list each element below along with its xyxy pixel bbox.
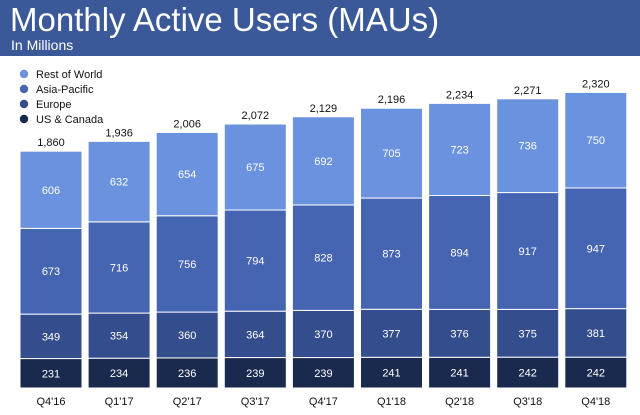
bar-segment xyxy=(155,215,219,313)
x-tick-label: Q3'18 xyxy=(513,396,542,408)
segment-value-label: 716 xyxy=(110,262,128,274)
x-tick-label: Q2'18 xyxy=(445,396,474,408)
bar-segment xyxy=(87,357,151,389)
legend-swatch xyxy=(19,99,29,109)
segment-value-label: 370 xyxy=(314,329,332,341)
segment-value-label: 673 xyxy=(42,266,60,278)
bar-segment xyxy=(428,308,492,358)
bar-segment xyxy=(155,131,219,217)
bar-segment xyxy=(19,313,83,360)
stacked-bar-chart: 231 349 673 606 1,860 Q4'16 234 354 716 632 1,936 Q… xyxy=(19,69,628,408)
bar-segment xyxy=(428,194,492,310)
x-tick-label: Q1'17 xyxy=(105,396,134,408)
legend-swatch xyxy=(19,84,29,94)
bar-segment xyxy=(223,123,287,211)
legend-swatch xyxy=(19,69,29,79)
legend-label: Asia-Pacific xyxy=(36,84,94,96)
bar-segment xyxy=(428,102,492,196)
segment-value-label: 947 xyxy=(587,243,605,255)
bar-segment xyxy=(564,187,628,310)
title-banner: Monthly Active Users (MAUs) In Millions xyxy=(0,0,640,56)
bar-total-label: 2,271 xyxy=(514,85,542,97)
segment-value-label: 723 xyxy=(450,144,468,156)
bar-segment xyxy=(360,107,423,199)
segment-value-label: 376 xyxy=(450,328,468,340)
segment-value-label: 675 xyxy=(246,162,264,174)
x-tick-label: Q4'17 xyxy=(309,396,338,408)
chart-title: Monthly Active Users (MAUs) xyxy=(10,1,440,38)
segment-value-label: 242 xyxy=(587,368,605,380)
segment-value-label: 364 xyxy=(246,329,264,341)
segment-value-label: 632 xyxy=(110,177,128,189)
segment-value-label: 239 xyxy=(246,368,264,380)
segment-value-label: 360 xyxy=(178,330,196,342)
bar-segment xyxy=(291,116,355,206)
bar-total-label: 2,006 xyxy=(173,118,201,130)
bar-segment xyxy=(291,309,355,359)
segment-value-label: 349 xyxy=(42,331,60,343)
bar-segment xyxy=(155,357,219,389)
segment-value-label: 377 xyxy=(382,328,400,340)
segment-value-label: 239 xyxy=(314,368,332,380)
legend-label: Rest of World xyxy=(36,69,102,81)
bar-segment xyxy=(223,357,287,389)
bar-total-label: 2,234 xyxy=(446,89,474,101)
segment-value-label: 231 xyxy=(42,368,60,380)
segment-value-label: 606 xyxy=(42,185,60,197)
x-tick-label: Q4'16 xyxy=(36,396,65,408)
bar-segment xyxy=(564,91,628,189)
chart-subtitle: In Millions xyxy=(11,37,74,53)
segment-value-label: 794 xyxy=(246,256,264,268)
segment-value-label: 705 xyxy=(382,148,400,160)
bar-segment xyxy=(428,356,492,389)
segment-value-label: 241 xyxy=(450,368,468,380)
segment-value-label: 354 xyxy=(110,331,128,343)
segment-value-label: 873 xyxy=(382,249,400,261)
x-tick-label: Q4'18 xyxy=(581,396,610,408)
legend: Rest of World Asia-Pacific Europe US & Cana… xyxy=(19,69,104,126)
segment-value-label: 750 xyxy=(587,135,605,147)
bar-total-label: 2,196 xyxy=(378,94,406,106)
bar-segment xyxy=(360,197,423,310)
bar-total-label: 2,320 xyxy=(582,78,610,90)
segment-value-label: 894 xyxy=(450,247,468,259)
segment-value-label: 692 xyxy=(314,156,332,168)
segment-value-label: 736 xyxy=(519,141,537,153)
bar-segment xyxy=(87,221,151,314)
bars-group: 231 349 673 606 1,860 Q4'16 234 354 716 632 1,936 Q… xyxy=(19,78,628,408)
legend-swatch xyxy=(19,114,29,124)
bar-segment xyxy=(360,356,423,389)
bar-segment xyxy=(19,358,83,389)
bar-segment xyxy=(155,311,219,359)
bar-total-label: 2,072 xyxy=(242,110,270,122)
bar-segment xyxy=(87,140,151,223)
bar-segment xyxy=(496,308,560,358)
segment-value-label: 828 xyxy=(314,253,332,265)
x-tick-label: Q3'17 xyxy=(241,396,270,408)
segment-value-label: 756 xyxy=(178,259,196,271)
segment-value-label: 234 xyxy=(110,368,128,380)
legend-label: US & Canada xyxy=(36,114,104,126)
bar-total-label: 1,860 xyxy=(37,137,65,149)
bar-segment xyxy=(19,150,83,229)
segment-value-label: 236 xyxy=(178,368,196,380)
segment-value-label: 917 xyxy=(519,246,537,258)
x-tick-label: Q1'18 xyxy=(377,396,406,408)
bar-total-label: 1,936 xyxy=(105,127,133,139)
legend-label: Europe xyxy=(36,99,71,111)
bar-segment xyxy=(496,98,560,194)
segment-value-label: 242 xyxy=(519,368,537,380)
segment-value-label: 654 xyxy=(178,169,196,181)
bar-segment xyxy=(291,204,355,311)
bar-segment xyxy=(564,308,628,358)
bar-total-label: 2,129 xyxy=(310,103,338,115)
segment-value-label: 381 xyxy=(587,328,605,340)
segment-value-label: 375 xyxy=(519,328,537,340)
bar-segment xyxy=(496,356,560,389)
x-tick-label: Q2'17 xyxy=(173,396,202,408)
bar-segment xyxy=(223,209,287,312)
bar-segment xyxy=(291,357,355,389)
bar-segment xyxy=(87,312,151,359)
segment-value-label: 241 xyxy=(382,368,400,380)
